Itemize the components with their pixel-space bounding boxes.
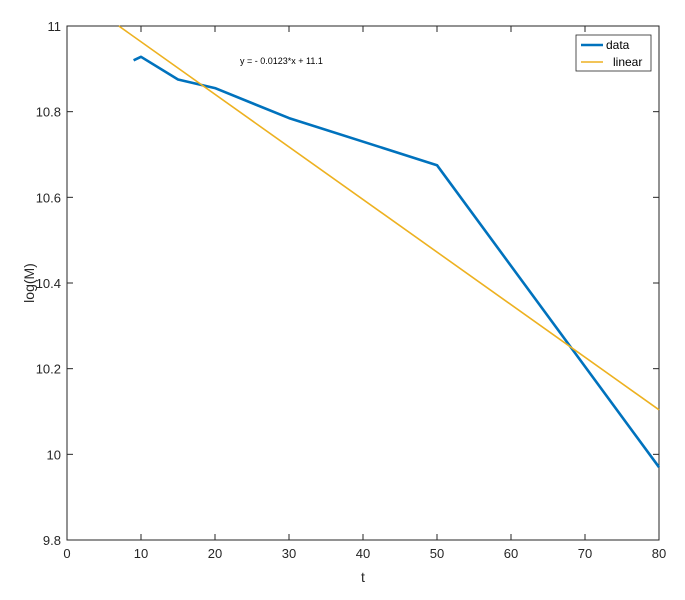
y-tick-label: 10.6 bbox=[36, 190, 61, 205]
series-line-data bbox=[133, 55, 661, 468]
x-tick-label: 60 bbox=[504, 546, 518, 561]
x-tick-label: 50 bbox=[430, 546, 444, 561]
x-tick-label: 40 bbox=[356, 546, 370, 561]
series-line-linear bbox=[118, 25, 660, 411]
x-tick-label: 10 bbox=[134, 546, 148, 561]
legend: data linear bbox=[575, 34, 652, 72]
legend-box bbox=[575, 34, 652, 72]
y-tick-label: 9.8 bbox=[43, 533, 61, 548]
x-axis-ticks: 0 10 20 30 40 50 60 70 80 bbox=[63, 26, 666, 561]
y-tick-label: 11 bbox=[48, 19, 62, 34]
legend-label-linear: linear bbox=[613, 55, 642, 69]
series-layer bbox=[118, 25, 661, 468]
y-tick-label: 10 bbox=[47, 447, 61, 462]
y-axis-label: log(M) bbox=[21, 263, 37, 303]
x-tick-label: 30 bbox=[282, 546, 296, 561]
x-tick-label: 80 bbox=[652, 546, 666, 561]
fit-equation-annotation: y = - 0.0123*x + 11.1 bbox=[240, 56, 323, 66]
x-tick-label: 70 bbox=[578, 546, 592, 561]
plot-area bbox=[66, 25, 660, 541]
legend-label-data: data bbox=[606, 38, 630, 52]
x-axis-label: t bbox=[361, 569, 365, 585]
y-tick-label: 10.8 bbox=[36, 105, 61, 120]
y-axis-ticks: 9.8 10 10.2 10.4 10.6 10.8 11 bbox=[36, 19, 659, 548]
y-tick-label: 10.4 bbox=[36, 276, 61, 291]
y-tick-label: 10.2 bbox=[36, 362, 61, 377]
x-tick-label: 20 bbox=[208, 546, 222, 561]
x-tick-label: 0 bbox=[63, 546, 70, 561]
